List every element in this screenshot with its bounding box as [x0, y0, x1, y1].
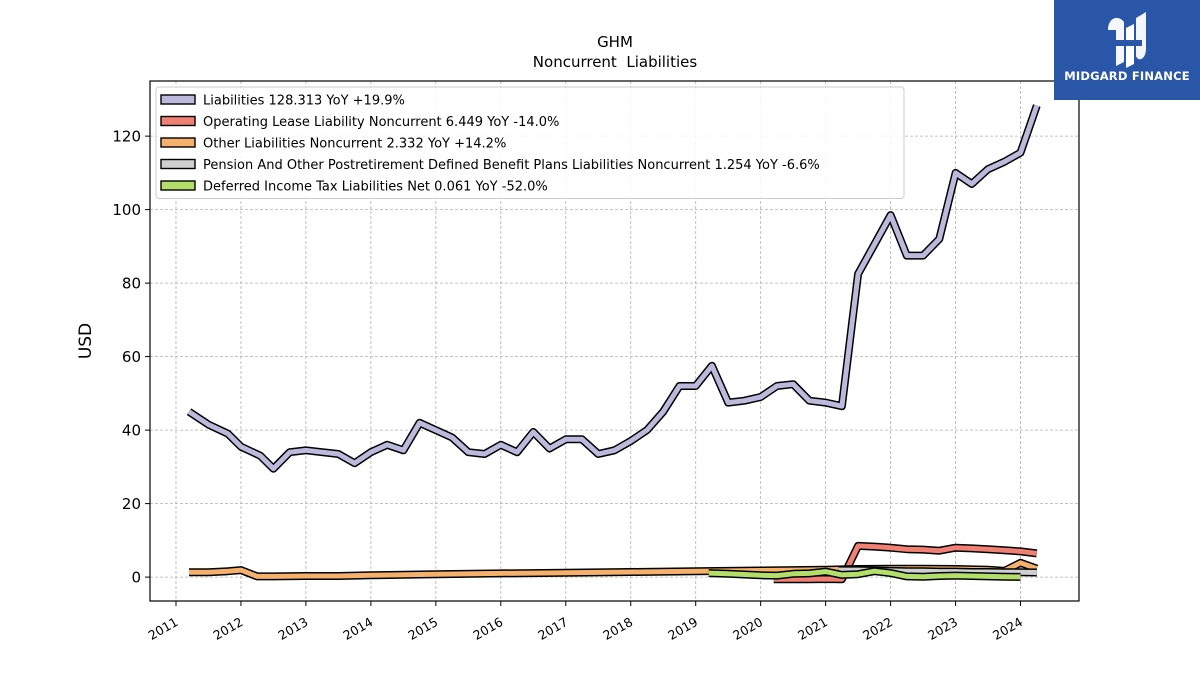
- chart-subtitle: Noncurrent Liabilities: [533, 53, 698, 71]
- x-tick-label: 2015: [405, 614, 440, 643]
- plot-frame: [149, 80, 1080, 602]
- x-tick-label: 2020: [730, 614, 765, 643]
- x-tick-label: 2016: [470, 614, 505, 643]
- y-axis-label: USD: [76, 323, 96, 359]
- x-tick-label: 2011: [146, 614, 181, 643]
- x-tick-label: 2019: [665, 614, 700, 643]
- midgard-logo-icon: [1108, 12, 1146, 68]
- legend-box: [155, 86, 905, 199]
- y-tick-label: 40: [122, 422, 141, 440]
- legend-label: Liabilities 128.313 YoY +19.9%: [203, 94, 405, 109]
- x-tick-label: 2012: [210, 614, 245, 643]
- legend-label: Other Liabilities Noncurrent 2.332 YoY +…: [203, 137, 506, 152]
- x-tick-label: 2014: [340, 614, 375, 643]
- x-tick-label: 2024: [990, 614, 1025, 643]
- y-tick-label: 80: [122, 275, 141, 293]
- series-line: [708, 568, 1021, 580]
- legend-swatch: [160, 115, 196, 127]
- legend-swatch: [160, 94, 196, 105]
- series-4: [708, 567, 1021, 581]
- legend-label: Operating Lease Liability Noncurrent 6.4…: [203, 115, 559, 130]
- y-tick-label: 100: [112, 201, 141, 219]
- legend-swatch: [160, 158, 196, 170]
- x-tick-label: 2022: [860, 614, 895, 643]
- y-tick-label: 20: [122, 495, 141, 513]
- legend-swatch: [160, 137, 196, 148]
- brand-logo: MIDGARD FINANCE: [1054, 0, 1200, 100]
- series-0: [186, 104, 1041, 473]
- x-tick-label: 2018: [600, 614, 635, 643]
- y-tick-label: 60: [122, 348, 141, 366]
- y-tick-label: 120: [112, 128, 141, 146]
- logo-text: MIDGARD FINANCE: [1064, 69, 1190, 83]
- x-tick-label: 2023: [925, 614, 960, 643]
- chart-title: GHM: [597, 33, 633, 51]
- legend-label: Pension And Other Postretirement Defined…: [203, 158, 820, 173]
- series-line: [773, 543, 1038, 582]
- legend-label: Deferred Income Tax Liabilities Net 0.06…: [203, 180, 548, 195]
- series-line: [187, 104, 1040, 472]
- y-tick-label: 0: [131, 569, 141, 587]
- series-layer: [186, 104, 1041, 584]
- legend-swatch: [160, 180, 196, 191]
- legend: Liabilities 128.313 YoY +19.9% Operating …: [155, 86, 905, 199]
- x-tick-label: 2013: [275, 614, 310, 643]
- x-tick-label: 2017: [535, 614, 570, 643]
- series-1: [773, 541, 1038, 584]
- x-tick-label: 2021: [795, 614, 830, 643]
